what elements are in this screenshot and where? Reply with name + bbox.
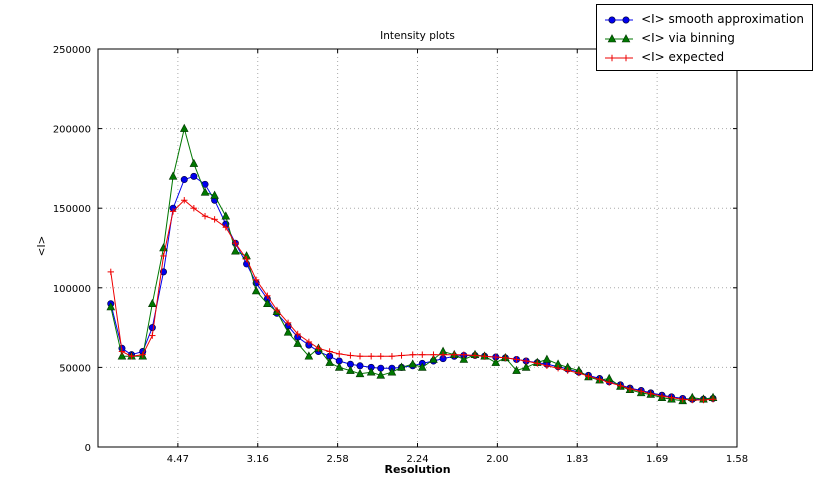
legend-label-smooth: <I> smooth approximation [641, 11, 804, 26]
svg-text:200000: 200000 [53, 125, 91, 136]
svg-text:4.47: 4.47 [167, 454, 189, 465]
legend-marker-plus-icon [603, 50, 635, 64]
svg-text:3.16: 3.16 [247, 454, 269, 465]
x-axis-label: Resolution [384, 463, 451, 476]
legend: <I> smooth approximation <I> via binning… [596, 4, 813, 71]
svg-text:0: 0 [85, 443, 91, 454]
legend-entry: <I> smooth approximation [603, 9, 804, 28]
svg-text:1.58: 1.58 [726, 454, 748, 465]
chart-title: Intensity plots [380, 30, 455, 42]
legend-marker-triangle-icon [603, 31, 635, 45]
svg-text:250000: 250000 [53, 45, 91, 56]
legend-entry: <I> via binning [603, 28, 804, 47]
legend-marker-circle-icon [603, 12, 635, 26]
svg-text:1.83: 1.83 [566, 454, 588, 465]
svg-text:2.00: 2.00 [486, 454, 508, 465]
svg-text:100000: 100000 [53, 284, 91, 295]
svg-text:2.24: 2.24 [406, 454, 428, 465]
svg-text:2.58: 2.58 [326, 454, 348, 465]
y-axis-label: <I> [36, 235, 48, 257]
legend-label-binning: <I> via binning [641, 30, 735, 45]
legend-entry: <I> expected [603, 47, 804, 66]
svg-text:150000: 150000 [53, 204, 91, 215]
legend-label-expected: <I> expected [641, 49, 725, 64]
svg-text:50000: 50000 [59, 363, 91, 374]
svg-text:1.69: 1.69 [646, 454, 668, 465]
